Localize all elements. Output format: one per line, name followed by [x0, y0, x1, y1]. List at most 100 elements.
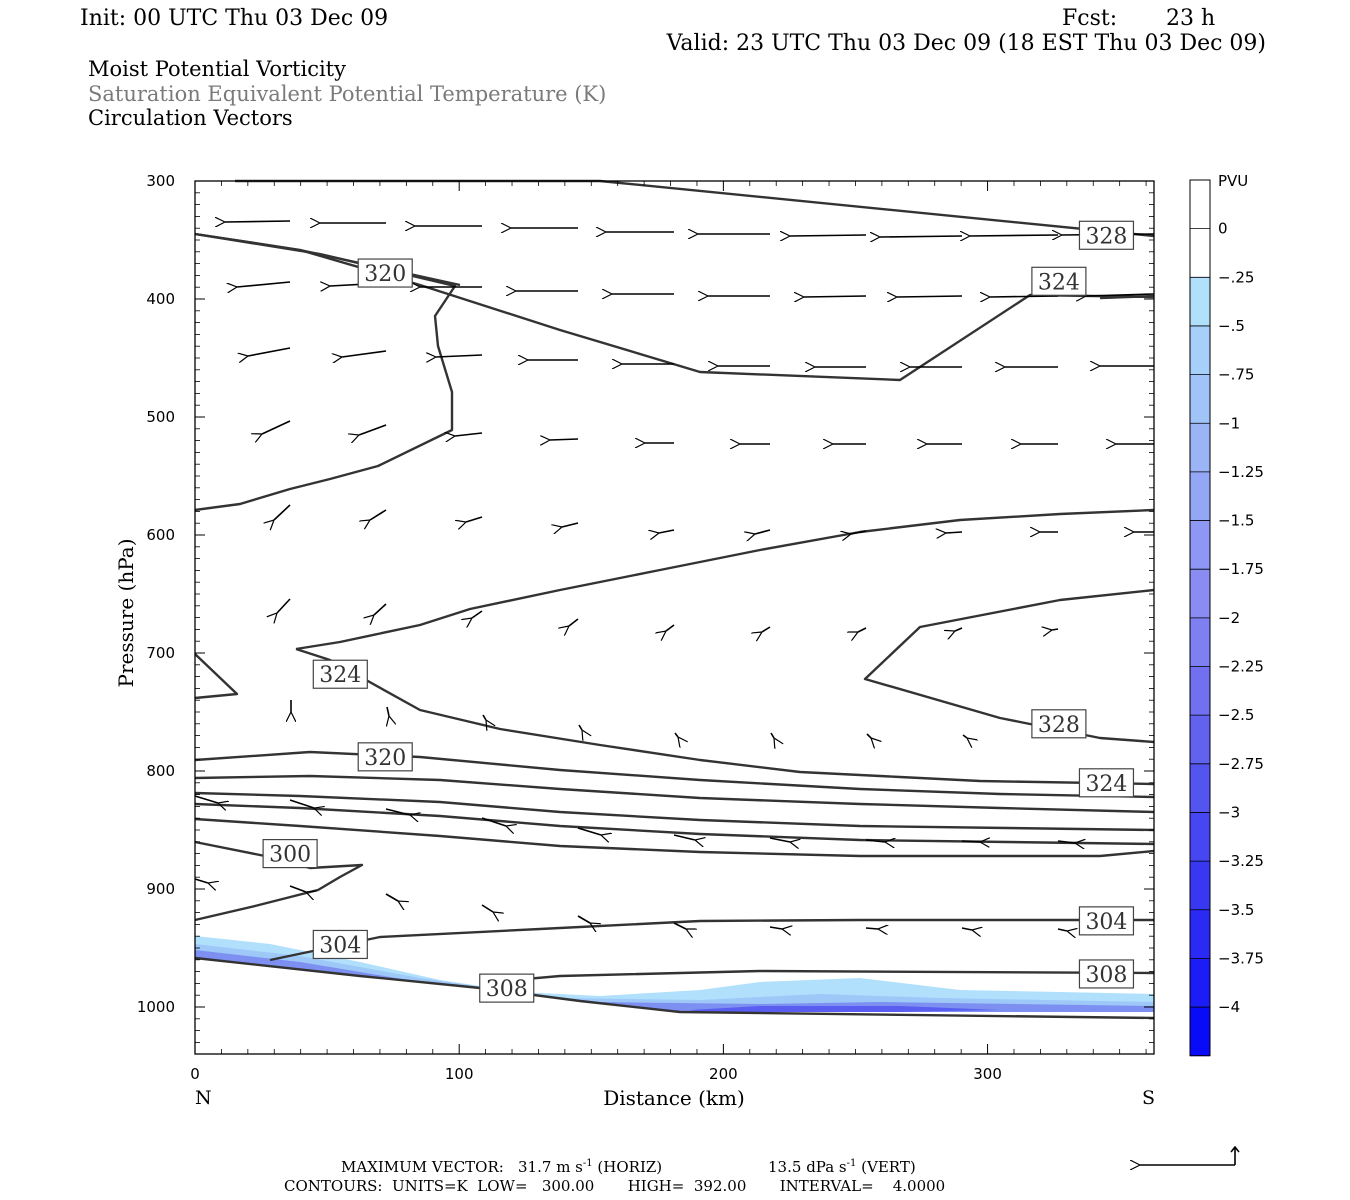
colorbar-level-label: −2.5 [1218, 706, 1254, 724]
vector-arrow [237, 281, 291, 287]
contour-line [863, 588, 1155, 744]
contour-line [194, 232, 1155, 382]
y-tick-label: 700 [146, 644, 175, 662]
contour-info: CONTOURS: UNITS=K LOW= 300.00 HIGH= 392.… [284, 1177, 945, 1195]
contour-label: 304 [1078, 906, 1135, 936]
contour-label-text: 324 [319, 663, 361, 688]
vector-arrow [472, 610, 483, 618]
vector-arrow [666, 624, 675, 631]
contour-line [194, 817, 1155, 858]
contour-label-text: 304 [1085, 910, 1127, 935]
colorbar-level-label: −1.5 [1218, 512, 1254, 530]
vector-arrow [955, 627, 963, 631]
contour-line [269, 918, 1154, 962]
vector-arrow [262, 420, 291, 434]
colorbar-swatch [1190, 228, 1210, 278]
vector-arrow [673, 922, 686, 929]
contour-line [194, 774, 1155, 814]
field-3-title: Circulation Vectors [88, 106, 293, 130]
vector-arrow [482, 714, 486, 720]
vector-arrow [804, 296, 867, 297]
contour-label-text: 320 [364, 746, 406, 771]
init-time: Init: 00 UTC Thu 03 Dec 09 [80, 6, 388, 31]
vector-arrow [550, 439, 579, 440]
vector-arrow [481, 817, 506, 826]
vector-arrow [194, 795, 218, 803]
contour-label: 308 [479, 973, 535, 1003]
y-tick-label: 900 [146, 880, 175, 898]
vector-arrow [569, 618, 579, 626]
contour-label-text: 328 [1085, 224, 1127, 249]
vector-arrow [387, 706, 389, 716]
contour-line [194, 750, 1155, 799]
vector-arrow [858, 627, 867, 632]
colorbar-level-label: −3 [1218, 803, 1240, 821]
vector-arrow [481, 904, 493, 912]
valid-time: Valid: 23 UTC Thu 03 Dec 09 (18 EST Thu … [666, 31, 1266, 56]
y-axis-label: Pressure (hPa) [114, 539, 138, 688]
colorbar-level-label: 0 [1218, 220, 1228, 238]
contour-label-text: 320 [364, 262, 406, 287]
colorbar-level-label: −3.75 [1218, 949, 1264, 967]
vector-arrow [577, 827, 601, 835]
vector-arrow [961, 928, 972, 930]
contour-label-text: 324 [1085, 772, 1127, 797]
vector-arrow [946, 532, 963, 533]
y-tick-label: 400 [146, 290, 175, 308]
colorbar-swatch [1190, 958, 1210, 1008]
vector-arrow [374, 603, 387, 615]
vector-arrow [762, 626, 771, 632]
vector-arrow [466, 516, 483, 522]
vector-arrow [436, 355, 483, 357]
x-tick-label: 0 [190, 1065, 200, 1083]
vector-arrow [659, 529, 675, 533]
max-vector-vertical: 13.5 dPa s-1 (VERT) [768, 1158, 916, 1176]
theta-es-contours [194, 179, 1155, 1020]
vector-arrow [562, 522, 579, 527]
vector-arrow [851, 530, 867, 534]
vector-arrow [194, 878, 208, 883]
y-tick-label: 1000 [137, 998, 175, 1016]
colorbar-level-label: −3.25 [1218, 852, 1264, 870]
vector-arrow [790, 235, 867, 236]
contour-label: 308 [1078, 959, 1135, 989]
colorbar-swatch [1190, 423, 1210, 473]
colorbar-level-label: −.75 [1218, 366, 1254, 384]
colorbar-swatch [1190, 617, 1210, 667]
x-right-end-label: S [1142, 1087, 1155, 1109]
x-tick-label: 300 [973, 1065, 1002, 1083]
forecast-label: Fcst: [1062, 6, 1117, 31]
vector-arrow [455, 433, 483, 436]
vector-arrow [289, 799, 314, 808]
colorbar-level-label: −3.5 [1218, 901, 1254, 919]
y-tick-label: 300 [146, 172, 175, 190]
contour-line [235, 179, 1155, 238]
colorbar-swatch [1190, 471, 1210, 522]
colorbar-level-label: −1 [1218, 414, 1240, 432]
field-1-title: Moist Potential Vorticity [88, 57, 346, 81]
contour-label: 328 [1078, 220, 1135, 250]
contour-label: 320 [357, 742, 413, 772]
contour-line [194, 653, 239, 700]
vector-arrow [359, 424, 387, 435]
colorbar-swatch [1190, 520, 1210, 570]
colorbar-swatch [1190, 715, 1210, 765]
vector-arrow [970, 235, 1059, 236]
vector-arrow [865, 840, 885, 842]
reference-vector [1140, 1145, 1240, 1165]
colorbar-level-label: −.5 [1218, 317, 1245, 335]
contour-label: 300 [262, 838, 318, 869]
vector-arrow [769, 837, 790, 842]
x-tick-label: 100 [445, 1065, 474, 1083]
vector-arrow [248, 347, 291, 356]
colorbar-level-label: −2.75 [1218, 755, 1264, 773]
contour-label: 324 [1031, 266, 1087, 296]
vector-arrow [962, 734, 967, 738]
contour-label-text: 308 [1085, 963, 1127, 988]
vector-arrow [865, 928, 878, 929]
vector-arrow [385, 893, 398, 901]
contour-label-text: 328 [1038, 713, 1080, 738]
contour-label: 324 [1078, 768, 1135, 798]
contour-line [295, 508, 1155, 651]
